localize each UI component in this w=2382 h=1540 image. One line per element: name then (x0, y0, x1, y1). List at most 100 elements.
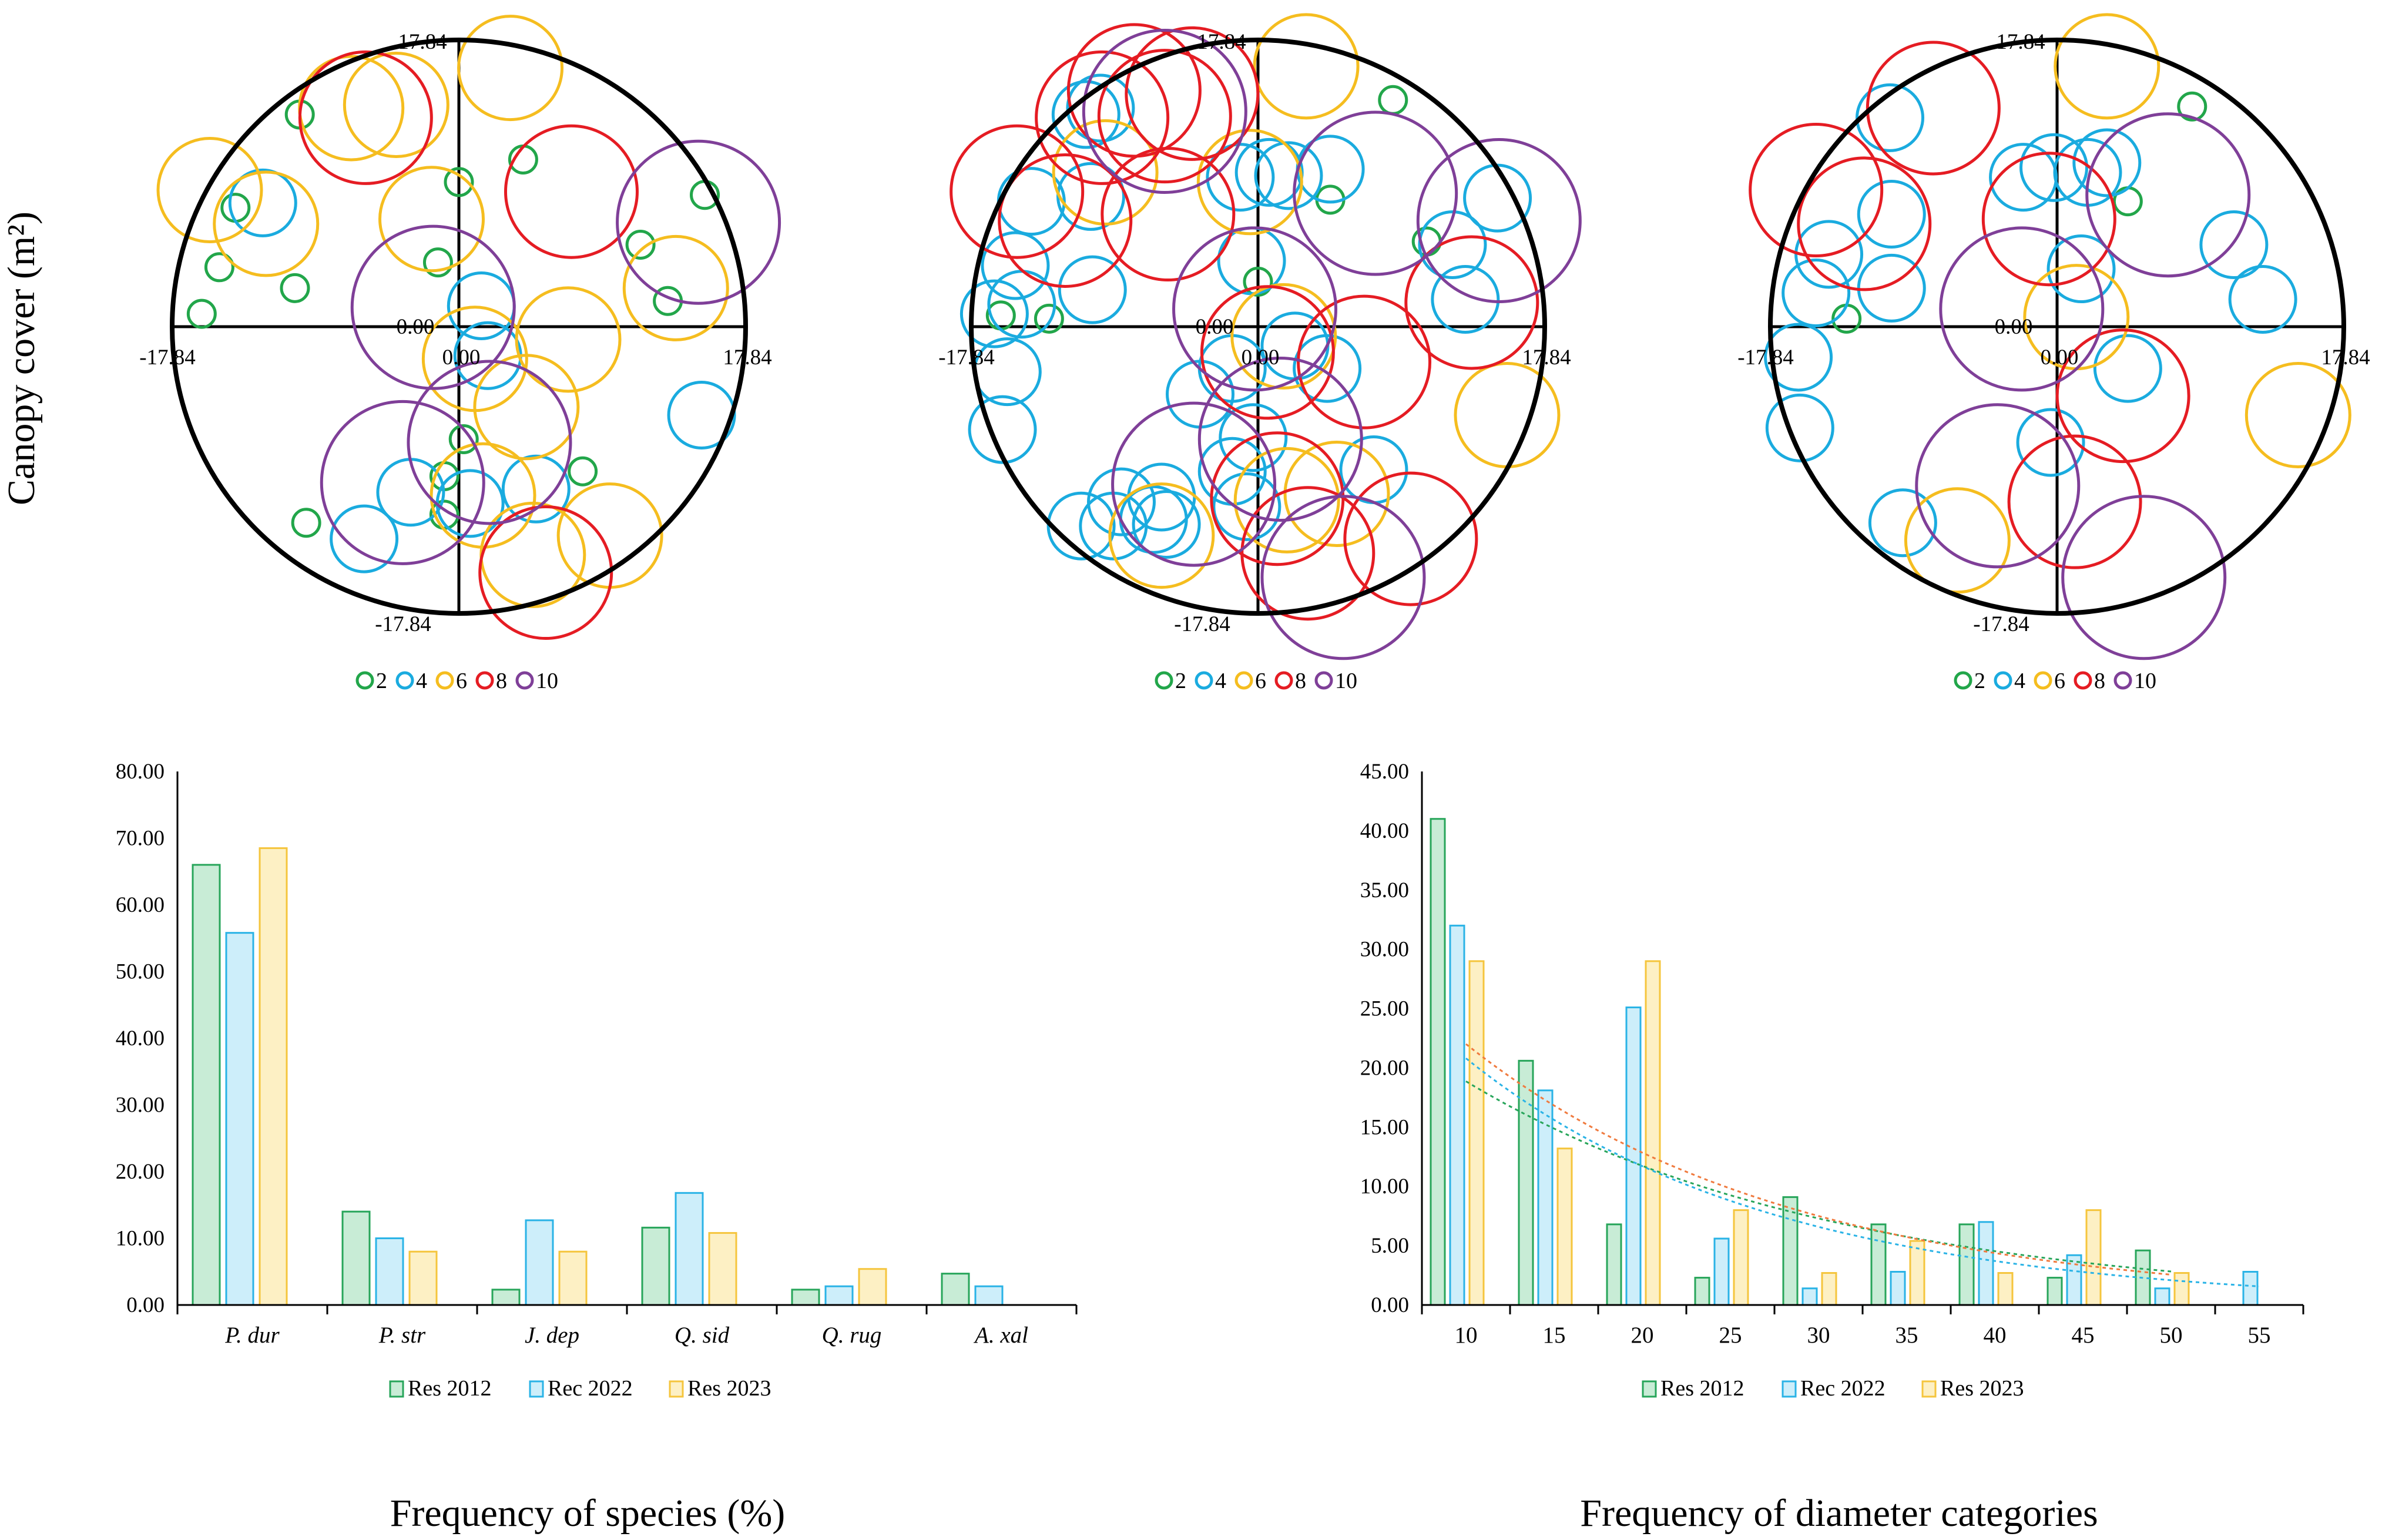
canopy-circle-size-4 (228, 168, 297, 237)
bar-rec-2022 (1713, 1237, 1730, 1306)
y-tick-label: 5.00 (1371, 1234, 1409, 1258)
canopy-circle-size-6 (1108, 482, 1215, 589)
bar-rec-2022 (1625, 1006, 1642, 1306)
legend-marker-6 (2034, 671, 2052, 690)
canopy-circle-size-8 (298, 50, 433, 185)
bubble-plots: 17.84-17.84-17.84 17.840.000.002 4 6 8 1017.8… (139, 13, 2370, 693)
plot-boundary-circle (969, 38, 1547, 616)
canopy-circle-size-6 (473, 354, 580, 461)
canopy-circle-size-8 (998, 153, 1133, 288)
canopy-circle-size-8 (1240, 486, 1375, 621)
canopy-circle-size-4 (2093, 334, 2162, 403)
canopy-circle-size-4 (1066, 73, 1135, 143)
canopy-circle-size-6 (622, 234, 729, 341)
legend-label-8: 8 (496, 669, 507, 693)
legend-marker-8 (1274, 671, 1293, 690)
bar-res-2023 (259, 847, 288, 1306)
canopy-circle-size-6 (1052, 119, 1159, 226)
legend-swatch (669, 1380, 684, 1398)
legend-marker-2 (355, 671, 374, 690)
canopy-circle-size-4 (959, 279, 1029, 348)
legend-label-6: 6 (2054, 669, 2065, 693)
y-tick-label: 40.00 (116, 1026, 165, 1051)
bar-res-2023 (2173, 1272, 2190, 1306)
bar-res-2012 (1782, 1196, 1799, 1306)
canopy-circle-size-6 (156, 136, 263, 243)
canopy-circle-size-8 (478, 505, 613, 640)
legend-label-10: 10 (1335, 669, 1357, 693)
canopy-circle-size-4 (1051, 80, 1120, 149)
canopy-circle-size-4 (667, 380, 736, 449)
canopy-circle-size-10 (1915, 403, 2081, 569)
canopy-circle-size-10 (2061, 495, 2227, 660)
bar-res-2023 (2085, 1209, 2102, 1306)
canopy-legend: 2 4 6 8 10 (355, 669, 558, 693)
canopy-circle-size-4 (1418, 210, 1487, 279)
x-tick-label: 15 (1543, 1323, 1566, 1348)
y-tick-label: 30.00 (1360, 938, 1409, 962)
bar-rec-2022 (525, 1219, 554, 1306)
canopy-circle-size-2 (625, 229, 656, 260)
y-tick-label: 50.00 (116, 960, 165, 984)
bar-legend: Res 2012 Rec 2022 Res 2023 (389, 1376, 771, 1401)
canopy-circle-size-10 (1197, 356, 1363, 522)
x-tick-label: 35 (1895, 1323, 1918, 1348)
bar-res-2023 (1645, 960, 1661, 1306)
bar-chart-2: 0.00 5.00 10.00 15.00 20.00 25.00 30.00 35.00 40… (1360, 760, 2304, 1401)
bar-res-2023 (1556, 1148, 1573, 1306)
canopy-circle-size-2 (422, 247, 453, 278)
tick-label-origin-y: 0.00 (397, 315, 435, 339)
canopy-circle-size-4 (1857, 180, 1926, 249)
bar-res-2012 (491, 1289, 521, 1306)
canopy-circle-size-6 (1904, 487, 2011, 594)
x-tick-label: Q. rug (822, 1323, 882, 1348)
legend-label-8: 8 (2094, 669, 2105, 693)
legend-marker-10 (2113, 671, 2132, 690)
x-tick-label: 10 (1455, 1323, 1478, 1348)
y-tick-label: 20.00 (116, 1160, 165, 1184)
plot-boundary-circle (170, 38, 748, 616)
canopy-circle-size-4 (1086, 467, 1156, 536)
bar-res-2012 (1430, 818, 1446, 1306)
canopy-circle-size-4 (501, 454, 571, 524)
y-tick-label: 10.00 (116, 1227, 165, 1251)
x-tick-label: 20 (1631, 1323, 1654, 1348)
bar-rec-2022 (974, 1285, 1004, 1306)
canopy-circle-size-4 (981, 231, 1050, 300)
legend-label-2: 2 (1175, 669, 1186, 693)
legend-label-8: 8 (1295, 669, 1306, 693)
canopy-circle-size-4 (1868, 488, 1937, 558)
canopy-circle-size-10 (1172, 226, 1338, 392)
tick-label-left: -17.84 (139, 345, 196, 370)
legend-marker-10 (1314, 671, 1333, 690)
bar-res-2023 (1909, 1240, 1925, 1306)
canopy-circle-size-8 (2007, 434, 2142, 569)
y-tick-label: 0.00 (1371, 1293, 1409, 1317)
canopy-circle-size-10 (320, 400, 485, 565)
tick-label-top: 17.84 (1197, 30, 1246, 54)
canopy-circle-size-4 (1293, 334, 1362, 403)
canopy-circle-size-6 (378, 166, 485, 273)
canopy-circle-size-2 (204, 252, 234, 283)
canopy-plot-1: 17.84 -17.84 -17.84 17.84 0.00 0.00 2 4 6 8 10 (139, 15, 781, 693)
x-tick-label: 55 (2248, 1323, 2271, 1348)
legend-label: Rec 2022 (548, 1376, 633, 1401)
canopy-circle-size-2 (186, 298, 217, 329)
bar-rec-2022 (375, 1237, 404, 1306)
y-tick-label: 30.00 (116, 1093, 165, 1118)
canopy-circle-size-6 (343, 52, 449, 159)
canopy-circle-size-10 (1111, 401, 1277, 567)
y-tick-label: 45.00 (1360, 760, 1409, 784)
tick-label-origin-x: 0.00 (1242, 345, 1280, 370)
canopy-circle-size-8 (2055, 328, 2190, 464)
bar-res-2012 (941, 1273, 970, 1306)
canopy-circle-size-4 (1219, 403, 1288, 472)
bar-charts: 0.00 10.00 20.00 30.00 40.00 50.00 60.00 70.00 8… (116, 760, 2304, 1401)
x-tick-label: P. dur (224, 1323, 280, 1348)
x-tick-label: 25 (1719, 1323, 1742, 1348)
tick-label-bottom: -17.84 (1973, 612, 2029, 636)
bar-res-2012 (1958, 1223, 1975, 1306)
x-tick-label: P. str (378, 1323, 426, 1348)
canopy-circle-size-2 (444, 167, 474, 197)
